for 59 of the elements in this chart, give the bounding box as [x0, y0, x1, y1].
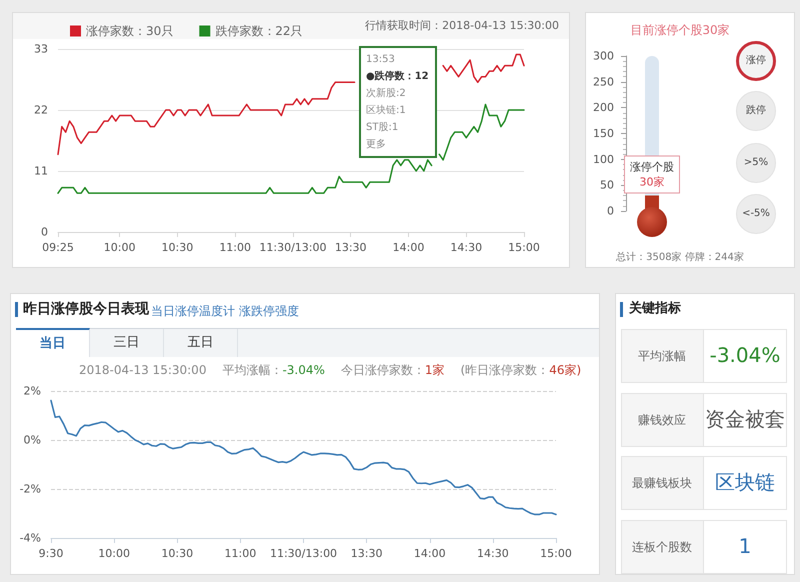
- y-tick-label: 2%: [24, 384, 41, 398]
- y-tick-label: 250: [593, 75, 614, 88]
- legend-label: 跌停家数：22只: [215, 24, 303, 38]
- y-tick-label: 0: [41, 226, 48, 238]
- tab: 当日: [16, 328, 90, 357]
- metric-row: 连板个股数 1: [621, 520, 787, 574]
- x-tick-label: 10:00: [104, 241, 136, 254]
- x-tick-label: 14:00: [392, 241, 424, 254]
- text: 总计：3508家 停牌：244家: [616, 251, 744, 264]
- data-label: 涨停个股 30家: [630, 160, 674, 188]
- x-tick-label: 13:30: [350, 547, 382, 560]
- y-tick-label: 150: [593, 127, 614, 140]
- x-tick-label: 9:30: [38, 547, 64, 560]
- x-tick-label: 14:00: [414, 547, 446, 560]
- y-tick-label: 50: [600, 178, 614, 192]
- y-tick-label: -2%: [20, 482, 41, 496]
- x-tick-label: 14:30: [477, 547, 509, 560]
- y-tick-label: 200: [593, 101, 614, 114]
- tab: 三日: [90, 329, 164, 357]
- x-tick-label: 09:25: [42, 241, 74, 254]
- metric-row: 最赚钱板块 区块链: [621, 456, 787, 510]
- metric-row: 平均涨幅 -3.04%: [621, 329, 787, 383]
- x-tick-label: 11:30/13:00: [270, 547, 338, 560]
- text: (昨日涨停家数：46家): [460, 363, 582, 377]
- x-tick-label: 13:30: [334, 241, 367, 254]
- round-button: >5%: [736, 143, 776, 183]
- tab: 五日: [164, 329, 238, 357]
- x-tick-label: 11:30/13:00: [259, 241, 326, 254]
- y-tick-label: 100: [593, 152, 614, 166]
- text: 关键指标: [629, 300, 681, 318]
- tooltip-box: 13:53 ●跌停数：12 次新股:2 区块链:1 ST股:1 更多: [359, 46, 437, 158]
- x-tick-label: 14:30: [450, 241, 482, 254]
- x-tick-label: 10:30: [162, 241, 194, 254]
- chart-title: 昨日涨停股今日表现: [23, 300, 149, 318]
- y-tick-label: 22: [34, 104, 48, 116]
- y-tick-label: 33: [34, 42, 48, 56]
- y-tick-label: 0: [607, 204, 614, 218]
- y-tick-label: 300: [593, 50, 614, 62]
- x-tick-label: 15:00: [540, 547, 572, 560]
- x-tick-label: 10:00: [98, 547, 130, 560]
- x-tick-label: 15:00: [508, 241, 540, 254]
- round-button: 跌停: [736, 91, 776, 131]
- y-tick-label: -4%: [20, 532, 41, 544]
- text: 今日涨停家数：1家: [340, 363, 445, 377]
- chart-subtitle: 当日涨停温度计 涨跌停强度: [151, 303, 299, 319]
- x-tick-label: 11:00: [224, 547, 256, 560]
- y-tick-label: 11: [34, 164, 48, 178]
- text: 平均涨幅：-3.04%: [222, 363, 325, 377]
- metric-row: 赚钱效应 资金被套: [621, 392, 787, 446]
- text: 2018-04-13 15:30:00: [79, 362, 206, 378]
- x-tick-label: 10:30: [161, 547, 194, 560]
- y-tick-label: 0%: [24, 434, 41, 446]
- round-button: <-5%: [736, 194, 776, 234]
- chart-title: 目前涨停个股30家: [630, 22, 730, 38]
- x-tick-label: 11:00: [219, 241, 252, 254]
- text: 行情获取时间：2018-04-13 15:30:00: [365, 19, 559, 33]
- annotation: 13:53 ●跌停数：12 次新股:2 区块链:1 ST股:1 更多: [366, 53, 430, 152]
- round-button: 涨停: [736, 41, 776, 81]
- legend-label: 涨停家数：30只: [86, 24, 174, 38]
